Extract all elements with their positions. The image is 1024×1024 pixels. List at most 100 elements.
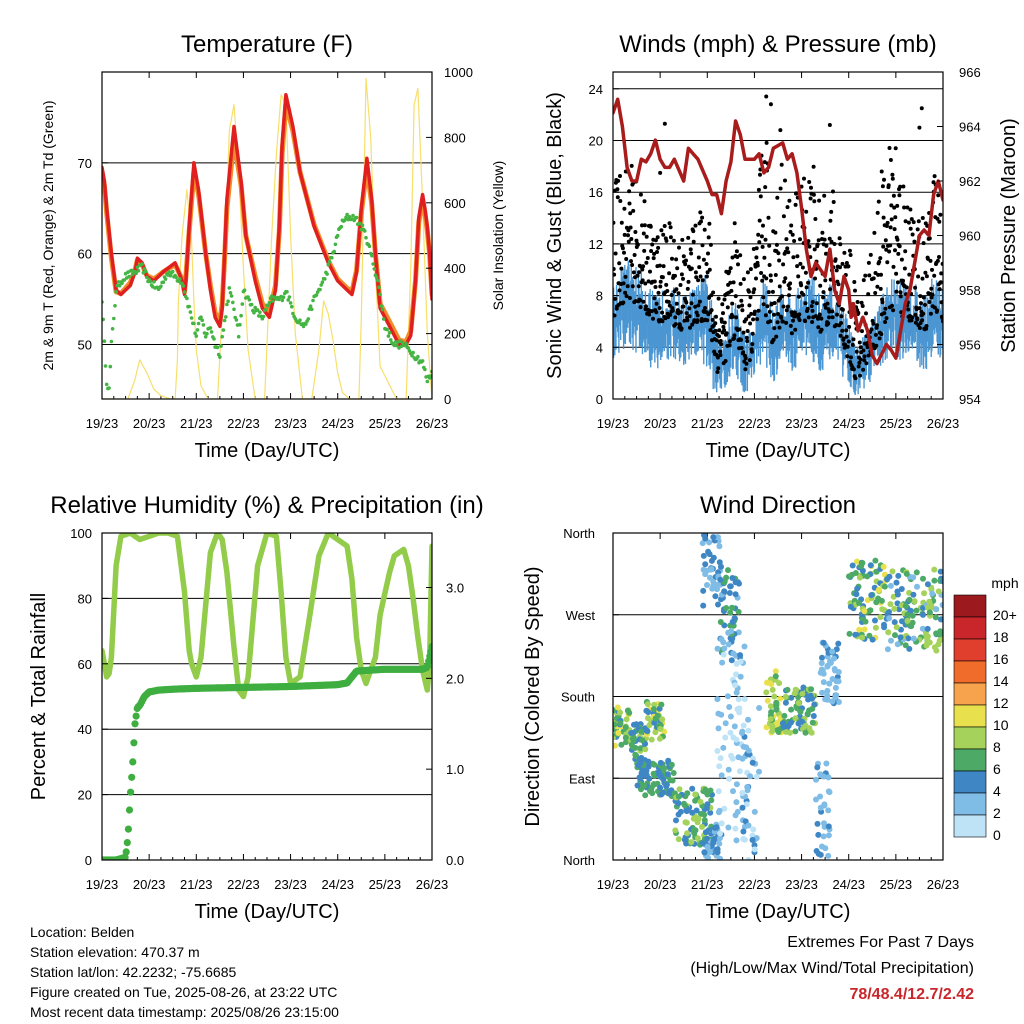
plot-frame xyxy=(101,71,433,400)
gust-point xyxy=(707,295,712,300)
y2-axis-label: Solar Insolation (Yellow) xyxy=(490,161,506,311)
direction-point xyxy=(902,642,909,649)
gust-point xyxy=(851,367,856,372)
direction-point xyxy=(733,671,740,678)
gust-point xyxy=(630,284,635,289)
dewpoint-point xyxy=(229,294,234,298)
direction-point xyxy=(743,744,750,751)
gust-point xyxy=(768,273,773,278)
direction-point xyxy=(745,727,752,734)
dewpoint-point xyxy=(228,291,233,295)
direction-point xyxy=(694,819,701,826)
gust-point xyxy=(921,311,926,316)
gust-point xyxy=(711,290,716,295)
direction-point xyxy=(717,830,724,837)
gust-point xyxy=(903,249,908,254)
gust-point xyxy=(717,328,722,333)
gust-point xyxy=(689,301,694,306)
direction-point xyxy=(675,811,682,818)
gust-point xyxy=(652,296,657,301)
direction-point xyxy=(684,830,691,837)
direction-point xyxy=(666,788,673,795)
gust-point xyxy=(884,316,889,321)
gust-point xyxy=(674,301,679,306)
gust-point xyxy=(674,257,679,262)
gust-point xyxy=(878,286,883,291)
colorbar-label: 0 xyxy=(993,827,1001,843)
direction-point xyxy=(881,621,887,628)
colorbar-label: 6 xyxy=(993,761,1001,777)
gust-point xyxy=(617,261,622,266)
direction-point xyxy=(906,596,913,603)
dewpoint-point xyxy=(238,322,242,327)
y-tick-label: 40 xyxy=(78,722,92,737)
gust-point xyxy=(930,292,935,297)
gust-point xyxy=(688,247,693,252)
gust-point xyxy=(696,255,701,260)
location-text: Location: Belden xyxy=(30,924,135,940)
direction-point xyxy=(673,817,679,824)
gust-point xyxy=(790,232,795,237)
gust-point xyxy=(768,102,773,107)
dewpoint-point xyxy=(218,355,222,359)
gust-point xyxy=(840,328,845,333)
direction-point xyxy=(919,625,926,632)
gust-point xyxy=(700,278,705,283)
gust-point xyxy=(898,184,903,189)
gust-point xyxy=(839,321,844,325)
gust-point xyxy=(714,314,718,319)
direction-point xyxy=(715,601,721,608)
gust-point xyxy=(830,315,835,320)
direction-point xyxy=(859,567,866,574)
gust-point xyxy=(784,308,789,313)
direction-point xyxy=(718,563,724,570)
gust-point xyxy=(862,358,867,363)
direction-point xyxy=(726,704,733,710)
gust-point xyxy=(679,326,684,331)
gust-point xyxy=(649,249,654,253)
direction-point xyxy=(756,705,763,711)
direction-point xyxy=(825,832,832,839)
direction-point xyxy=(727,729,734,736)
gust-point xyxy=(653,238,658,243)
gust-point xyxy=(661,264,666,269)
direction-point xyxy=(881,583,888,590)
gust-point xyxy=(699,219,703,224)
gust-point xyxy=(811,164,816,169)
gust-point xyxy=(657,306,662,310)
direction-point xyxy=(817,851,824,858)
gust-point xyxy=(768,319,773,324)
gust-point xyxy=(732,336,736,341)
gust-point xyxy=(772,326,777,331)
gust-point xyxy=(651,316,655,321)
dewpoint-point xyxy=(152,280,156,284)
direction-point xyxy=(847,603,854,610)
plot-frame xyxy=(101,532,433,861)
gust-point xyxy=(673,315,678,320)
gust-point xyxy=(688,325,692,330)
gust-point xyxy=(935,258,940,263)
gust-point xyxy=(888,158,893,162)
direction-point xyxy=(669,777,676,784)
dewpoint-point xyxy=(240,302,245,306)
dewpoint-point xyxy=(410,353,414,358)
dewpoint-point xyxy=(311,298,315,303)
gust-point xyxy=(747,358,752,363)
direction-point xyxy=(935,588,942,595)
direction-point xyxy=(877,614,884,621)
gust-point xyxy=(916,219,921,224)
dewpoint-point xyxy=(387,330,392,335)
gust-point xyxy=(754,255,759,260)
direction-point xyxy=(779,720,786,727)
gust-point xyxy=(921,295,926,300)
gust-point xyxy=(648,224,653,229)
dewpoint-point xyxy=(224,315,228,319)
direction-point xyxy=(846,573,852,580)
gust-point xyxy=(882,177,886,182)
gust-point xyxy=(640,278,645,283)
precip-point xyxy=(123,839,131,847)
dewpoint-point xyxy=(249,302,254,307)
direction-point xyxy=(864,573,871,580)
direction-point xyxy=(733,781,740,788)
